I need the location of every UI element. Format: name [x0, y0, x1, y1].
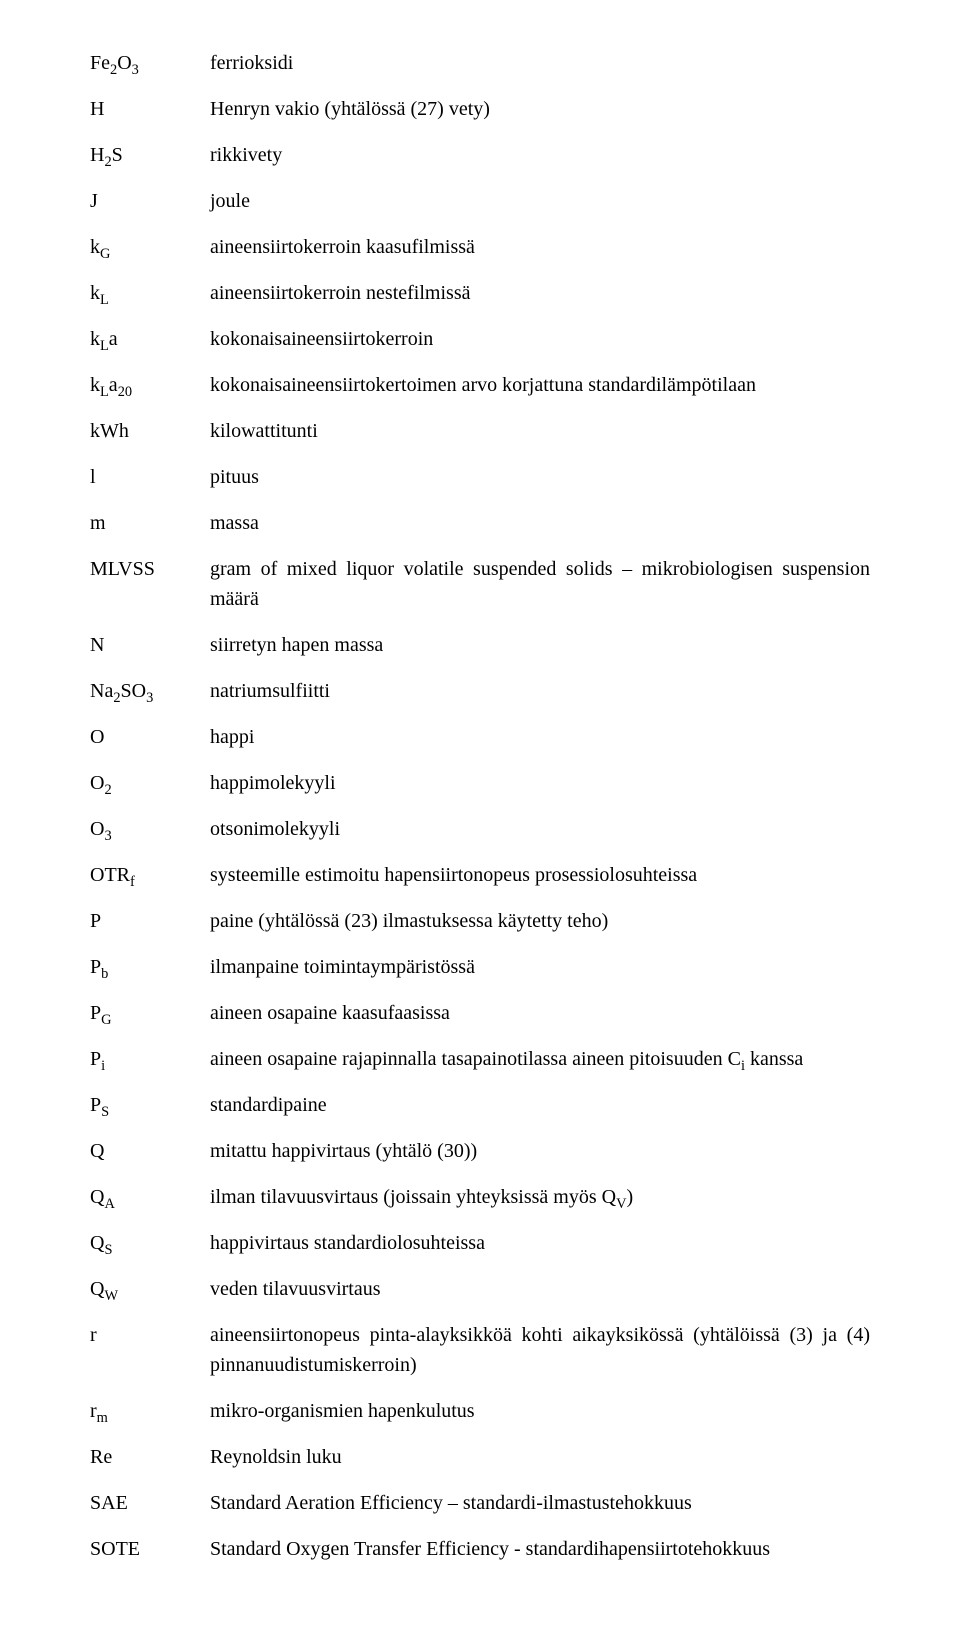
definition-cell: kilowattitunti: [210, 416, 870, 446]
definition-cell: gram of mixed liquor volatile suspended …: [210, 554, 870, 614]
definition-cell: joule: [210, 186, 870, 216]
symbol-cell: QW: [90, 1274, 210, 1304]
definition-cell: ilman tilavuusvirtaus (joissain yhteyksi…: [210, 1182, 870, 1212]
symbol-cell: Re: [90, 1442, 210, 1472]
symbol-cell: Fe2O3: [90, 48, 210, 78]
symbol-cell: H: [90, 94, 210, 124]
symbol-row: lpituus: [90, 462, 870, 492]
definition-cell: aineen osapaine rajapinnalla tasapainoti…: [210, 1044, 870, 1074]
definition-cell: happimolekyyli: [210, 768, 870, 798]
definition-cell: otsonimolekyyli: [210, 814, 870, 844]
symbol-row: O2happimolekyyli: [90, 768, 870, 798]
symbol-row: Ohappi: [90, 722, 870, 752]
symbol-cell: QS: [90, 1228, 210, 1258]
definition-cell: mitattu happivirtaus (yhtälö (30)): [210, 1136, 870, 1166]
symbol-cell: QA: [90, 1182, 210, 1212]
symbol-row: Jjoule: [90, 186, 870, 216]
symbol-row: Na2SO3natriumsulfiitti: [90, 676, 870, 706]
symbol-row: kWhkilowattitunti: [90, 416, 870, 446]
symbol-cell: Q: [90, 1136, 210, 1166]
symbol-cell: O2: [90, 768, 210, 798]
symbol-row: rmmikro-organismien hapenkulutus: [90, 1396, 870, 1426]
definition-cell: standardipaine: [210, 1090, 870, 1120]
symbol-row: PGaineen osapaine kaasufaasissa: [90, 998, 870, 1028]
symbol-list: Fe2O3ferrioksidiHHenryn vakio (yhtälössä…: [0, 0, 960, 1628]
symbol-cell: MLVSS: [90, 554, 210, 584]
symbol-cell: PG: [90, 998, 210, 1028]
definition-cell: ilmanpaine toimintaympäristössä: [210, 952, 870, 982]
symbol-row: kLakokonaisaineensiirtokerroin: [90, 324, 870, 354]
symbol-cell: P: [90, 906, 210, 936]
symbol-cell: kLa20: [90, 370, 210, 400]
symbol-cell: H2S: [90, 140, 210, 170]
definition-cell: paine (yhtälössä (23) ilmastuksessa käyt…: [210, 906, 870, 936]
symbol-row: MLVSSgram of mixed liquor volatile suspe…: [90, 554, 870, 614]
symbol-cell: kWh: [90, 416, 210, 446]
symbol-row: O3otsonimolekyyli: [90, 814, 870, 844]
symbol-row: PSstandardipaine: [90, 1090, 870, 1120]
symbol-cell: Pb: [90, 952, 210, 982]
symbol-row: Pbilmanpaine toimintaympäristössä: [90, 952, 870, 982]
symbol-cell: m: [90, 508, 210, 538]
definition-cell: happivirtaus standardiolosuhteissa: [210, 1228, 870, 1258]
symbol-cell: N: [90, 630, 210, 660]
symbol-row: QAilman tilavuusvirtaus (joissain yhteyk…: [90, 1182, 870, 1212]
definition-cell: massa: [210, 508, 870, 538]
symbol-row: Piaineen osapaine rajapinnalla tasapaino…: [90, 1044, 870, 1074]
symbol-cell: J: [90, 186, 210, 216]
definition-cell: Standard Aeration Efficiency – standardi…: [210, 1488, 870, 1518]
symbol-row: SOTEStandard Oxygen Transfer Efficiency …: [90, 1534, 870, 1564]
definition-cell: siirretyn hapen massa: [210, 630, 870, 660]
symbol-row: HHenryn vakio (yhtälössä (27) vety): [90, 94, 870, 124]
symbol-row: kLa20kokonaisaineensiirtokertoimen arvo …: [90, 370, 870, 400]
definition-cell: veden tilavuusvirtaus: [210, 1274, 870, 1304]
symbol-row: QShappivirtaus standardiolosuhteissa: [90, 1228, 870, 1258]
definition-cell: happi: [210, 722, 870, 752]
symbol-cell: rm: [90, 1396, 210, 1426]
symbol-row: Qmitattu happivirtaus (yhtälö (30)): [90, 1136, 870, 1166]
symbol-row: QWveden tilavuusvirtaus: [90, 1274, 870, 1304]
symbol-cell: O3: [90, 814, 210, 844]
symbol-row: kLaineensiirtokerroin nestefilmissä: [90, 278, 870, 308]
symbol-cell: SAE: [90, 1488, 210, 1518]
symbol-row: Nsiirretyn hapen massa: [90, 630, 870, 660]
symbol-cell: Pi: [90, 1044, 210, 1074]
symbol-row: mmassa: [90, 508, 870, 538]
symbol-cell: r: [90, 1320, 210, 1350]
definition-cell: aineensiirtokerroin kaasufilmissä: [210, 232, 870, 262]
definition-cell: Reynoldsin luku: [210, 1442, 870, 1472]
symbol-cell: SOTE: [90, 1534, 210, 1564]
symbol-cell: Na2SO3: [90, 676, 210, 706]
definition-cell: natriumsulfiitti: [210, 676, 870, 706]
definition-cell: Henryn vakio (yhtälössä (27) vety): [210, 94, 870, 124]
symbol-cell: kL: [90, 278, 210, 308]
symbol-row: kGaineensiirtokerroin kaasufilmissä: [90, 232, 870, 262]
symbol-row: SAEStandard Aeration Efficiency – standa…: [90, 1488, 870, 1518]
symbol-row: Ppaine (yhtälössä (23) ilmastuksessa käy…: [90, 906, 870, 936]
definition-cell: aineen osapaine kaasufaasissa: [210, 998, 870, 1028]
definition-cell: aineensiirtonopeus pinta-alayksikköä koh…: [210, 1320, 870, 1380]
symbol-row: Fe2O3ferrioksidi: [90, 48, 870, 78]
definition-cell: Standard Oxygen Transfer Efficiency - st…: [210, 1534, 870, 1564]
definition-cell: mikro-organismien hapenkulutus: [210, 1396, 870, 1426]
definition-cell: rikkivety: [210, 140, 870, 170]
symbol-row: raineensiirtonopeus pinta-alayksikköä ko…: [90, 1320, 870, 1380]
symbol-row: ReReynoldsin luku: [90, 1442, 870, 1472]
definition-cell: pituus: [210, 462, 870, 492]
symbol-cell: l: [90, 462, 210, 492]
definition-cell: aineensiirtokerroin nestefilmissä: [210, 278, 870, 308]
symbol-row: OTRfsysteemille estimoitu hapensiirtonop…: [90, 860, 870, 890]
definition-cell: systeemille estimoitu hapensiirtonopeus …: [210, 860, 870, 890]
definition-cell: ferrioksidi: [210, 48, 870, 78]
symbol-cell: kG: [90, 232, 210, 262]
symbol-row: H2Srikkivety: [90, 140, 870, 170]
symbol-cell: PS: [90, 1090, 210, 1120]
definition-cell: kokonaisaineensiirtokertoimen arvo korja…: [210, 370, 870, 400]
symbol-cell: kLa: [90, 324, 210, 354]
symbol-cell: O: [90, 722, 210, 752]
symbol-cell: OTRf: [90, 860, 210, 890]
definition-cell: kokonaisaineensiirtokerroin: [210, 324, 870, 354]
